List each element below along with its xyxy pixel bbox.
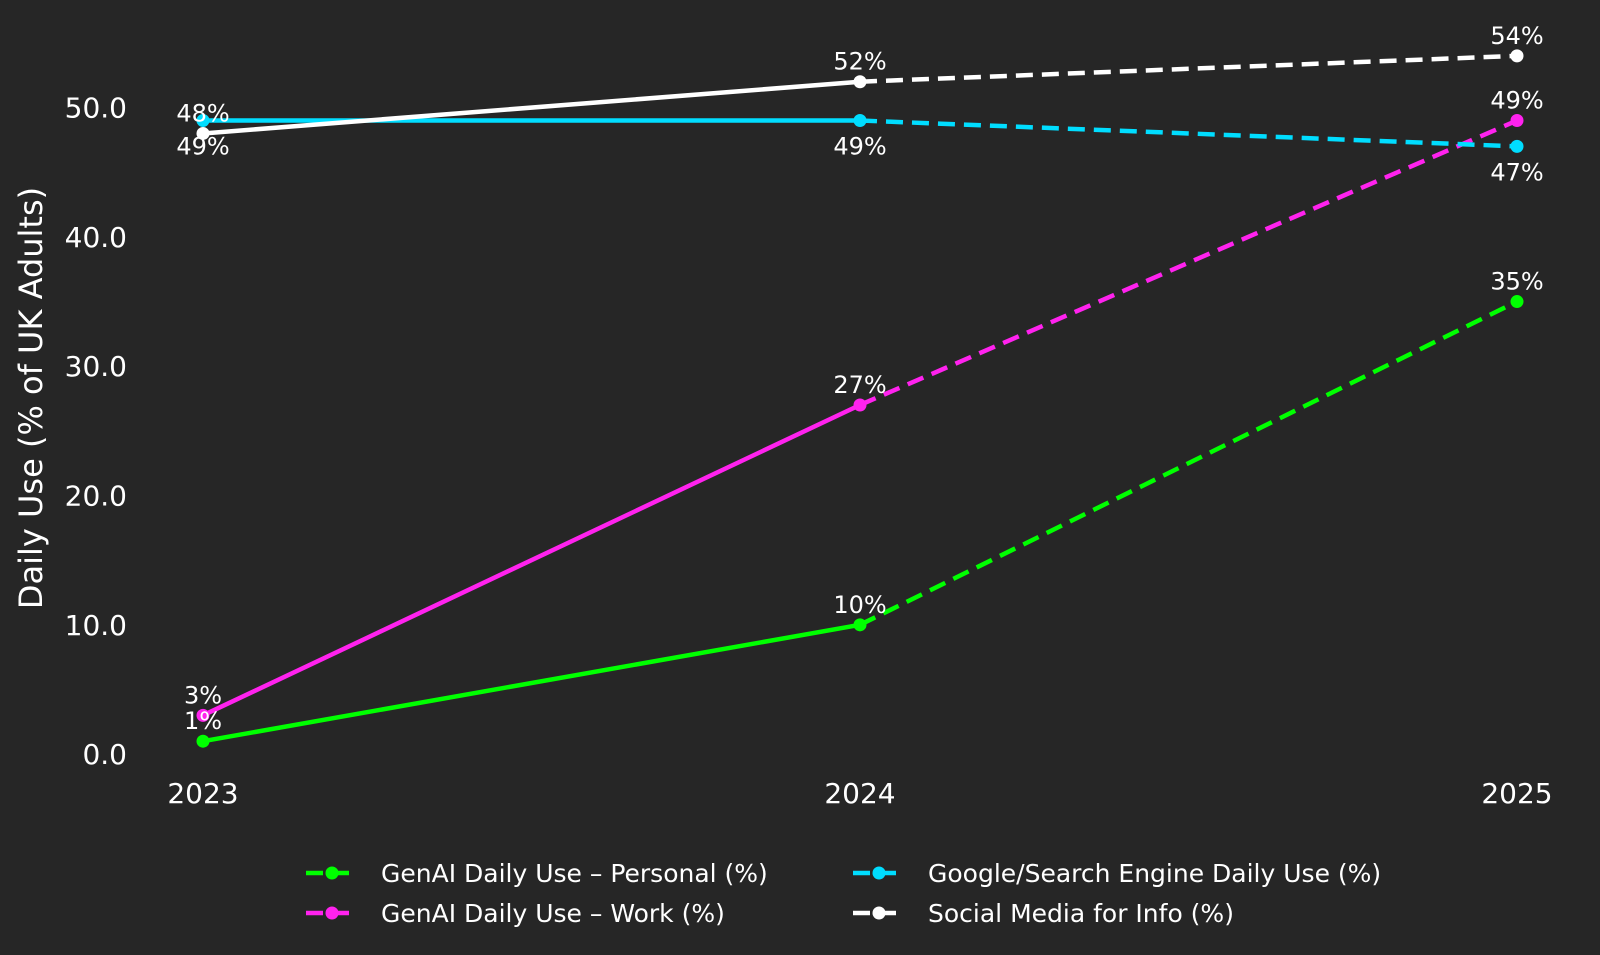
- data-point: [196, 126, 210, 140]
- data-point: [196, 114, 210, 128]
- y-tick-label: 50.0: [65, 92, 127, 125]
- data-label: 49%: [176, 133, 229, 161]
- data-label: 54%: [1490, 22, 1543, 50]
- x-tick-label: 2025: [1481, 777, 1552, 810]
- data-point: [1510, 49, 1524, 63]
- series-line-dashed: [859, 118, 1518, 408]
- legend-label: GenAI Daily Use – Personal (%): [381, 859, 768, 888]
- data-label: 3%: [184, 681, 222, 709]
- legend-item: GenAI Daily Use – Work (%): [306, 899, 725, 928]
- series-line-dashed: [859, 53, 1518, 84]
- data-point: [1510, 139, 1524, 153]
- legend-label: Social Media for Info (%): [928, 899, 1234, 928]
- data-point: [196, 708, 210, 722]
- data-point: [853, 114, 867, 128]
- series-points: [196, 49, 1524, 748]
- series-line-dashed: [859, 118, 1518, 149]
- legend-label: Google/Search Engine Daily Use (%): [928, 859, 1381, 888]
- data-point: [196, 734, 210, 748]
- x-tick-label: 2023: [167, 777, 238, 810]
- data-label: 48%: [176, 99, 229, 127]
- x-axis-ticks: 2023 2024 2025: [167, 777, 1552, 810]
- data-label: 47%: [1490, 158, 1543, 186]
- data-labels: 1% 10% 35% 3% 27% 49% 49% 49% 47% 48% 52% 54%: [176, 22, 1543, 735]
- data-point: [1510, 114, 1524, 128]
- y-axis-ticks: 0.0 10.0 20.0 30.0 40.0 50.0: [65, 92, 127, 772]
- data-point: [853, 398, 867, 412]
- legend-swatch-marker: [872, 906, 886, 920]
- y-tick-label: 10.0: [65, 609, 127, 642]
- y-tick-label: 0.0: [82, 738, 127, 771]
- y-tick-label: 20.0: [65, 480, 127, 513]
- data-point: [1510, 295, 1524, 309]
- data-point: [853, 618, 867, 632]
- series-line-solid: [200, 79, 863, 136]
- y-tick-label: 30.0: [65, 350, 127, 383]
- series-line-solid: [200, 622, 863, 744]
- data-label: 49%: [1490, 87, 1543, 115]
- data-label: 27%: [833, 371, 886, 399]
- series-line-solid: [200, 402, 863, 718]
- series-lines: [200, 53, 1518, 744]
- series-line-dashed: [859, 299, 1518, 627]
- legend-item: Social Media for Info (%): [853, 899, 1234, 928]
- legend-item: GenAI Daily Use – Personal (%): [306, 859, 768, 888]
- legend-item: Google/Search Engine Daily Use (%): [853, 859, 1381, 888]
- legend-swatch-marker: [325, 906, 339, 920]
- x-tick-label: 2024: [824, 777, 895, 810]
- data-label: 10%: [833, 591, 886, 619]
- data-label: 49%: [833, 133, 886, 161]
- data-point: [853, 75, 867, 89]
- y-axis-title: Daily Use (% of UK Adults): [12, 187, 50, 609]
- legend-swatch-marker: [325, 866, 339, 880]
- data-label: 1%: [184, 707, 222, 735]
- y-tick-label: 40.0: [65, 221, 127, 254]
- data-label: 35%: [1490, 268, 1543, 296]
- legend-label: GenAI Daily Use – Work (%): [381, 899, 725, 928]
- legend: GenAI Daily Use – Personal (%) GenAI Dail…: [306, 859, 1381, 928]
- legend-swatch-marker: [872, 866, 886, 880]
- data-label: 52%: [833, 48, 886, 76]
